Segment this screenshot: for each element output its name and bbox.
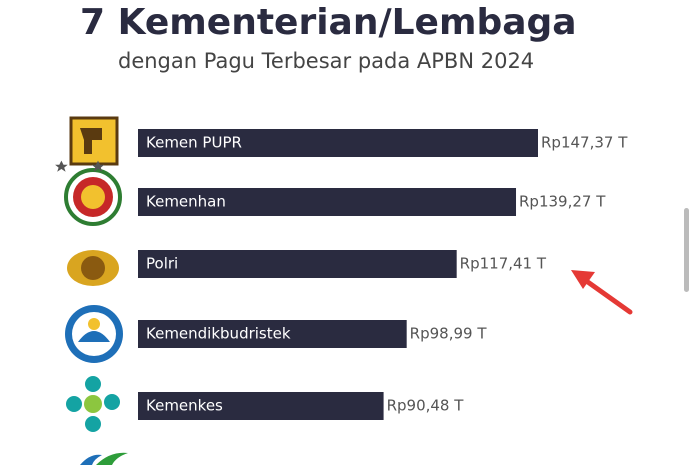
- scrollbar: [684, 208, 689, 292]
- value-label: Rp139,27 T: [519, 193, 606, 211]
- value-label: Rp117,41 T: [460, 255, 547, 273]
- category-label: Polri: [146, 255, 178, 273]
- category-label: Kemenhan: [146, 193, 226, 211]
- bar: [138, 250, 457, 278]
- logo-kemenkes: [66, 376, 120, 432]
- annotation-arrow: [571, 270, 633, 315]
- value-label: Rp90,48 T: [387, 397, 465, 415]
- value-label: Rp98,99 T: [410, 325, 488, 343]
- logo-kemendikbud: [65, 305, 123, 363]
- category-label: Kemen PUPR: [146, 134, 242, 152]
- chart-title: 7 Kementerian/Lembaga: [80, 2, 577, 43]
- logo-kemenhan: [64, 168, 122, 226]
- logo-polri: [55, 160, 119, 286]
- category-label: Kemendikbudristek: [146, 325, 291, 343]
- chart-subtitle: dengan Pagu Terbesar pada APBN 2024: [118, 49, 534, 73]
- logo-pupr: [69, 116, 119, 166]
- bar: [138, 392, 384, 420]
- bar: [138, 188, 517, 216]
- value-label: Rp147,37 T: [541, 134, 628, 152]
- logo-partial: [80, 452, 128, 465]
- bar: [138, 129, 538, 157]
- category-label: Kemenkes: [146, 397, 223, 415]
- bar: [138, 320, 407, 348]
